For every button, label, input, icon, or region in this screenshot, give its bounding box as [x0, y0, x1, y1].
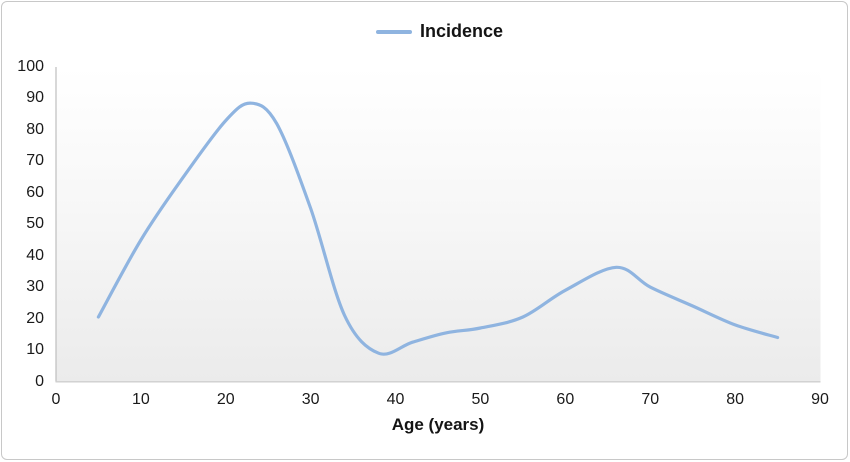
x-tick-label: 70 [641, 391, 660, 408]
y-tick-label: 10 [26, 341, 44, 359]
y-tick-label: 30 [26, 278, 44, 296]
y-tick-label: 100 [17, 58, 44, 75]
x-tick-label: 30 [301, 391, 320, 408]
y-tick-label: 90 [26, 89, 44, 107]
x-tick-label: 40 [386, 391, 405, 408]
x-tick-label: 20 [216, 391, 235, 408]
y-tick-label: 60 [26, 183, 44, 201]
x-tick-label: 0 [51, 391, 61, 408]
x-tick-label: 90 [811, 391, 829, 408]
legend: Incidence [376, 21, 503, 42]
y-tick-label: 80 [26, 120, 44, 138]
x-tick-label: 50 [471, 391, 490, 408]
incidence-curve [96, 101, 780, 356]
y-tick-label: 70 [26, 152, 44, 170]
x-tick-label: 10 [131, 391, 150, 408]
x-tick-label: 60 [556, 391, 575, 408]
legend-label: Incidence [420, 21, 504, 41]
x-tick-label: 80 [726, 391, 744, 408]
legend-line-swatch [376, 29, 412, 34]
y-tick-label: 0 [35, 372, 44, 390]
y-tick-label: 20 [26, 309, 44, 327]
plot-background [56, 67, 821, 382]
y-tick-label: 50 [26, 215, 44, 233]
y-tick-label: 40 [26, 246, 44, 264]
x-axis-title: Age (years) [391, 415, 485, 434]
